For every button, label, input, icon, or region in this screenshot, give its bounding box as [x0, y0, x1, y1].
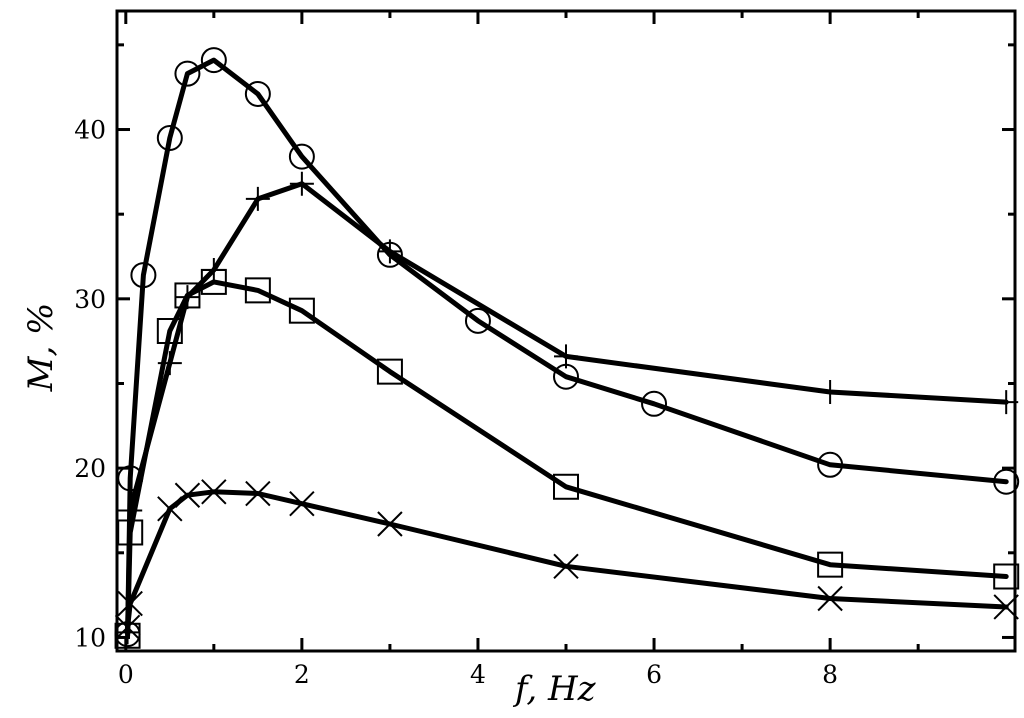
series-plus [115, 171, 1019, 645]
y-tick-label: 20 [74, 454, 106, 483]
data-point-plus [289, 171, 314, 196]
data-point-x [377, 511, 403, 537]
data-point-plus [377, 239, 402, 264]
data-point-circle [200, 47, 227, 74]
x-tick-label: 8 [822, 660, 838, 689]
x-tick-label: 2 [294, 660, 310, 689]
data-point-square [553, 473, 579, 500]
series-x [114, 479, 1019, 641]
series-line [125, 279, 1009, 639]
x-tick-label: 4 [470, 660, 486, 689]
data-point-circle [130, 262, 157, 289]
y-tick-label: 30 [74, 285, 106, 314]
data-point-circle [244, 80, 271, 107]
data-point-square [174, 282, 201, 309]
data-point-square [817, 551, 844, 578]
data-point-x [245, 480, 271, 507]
series-layer [114, 47, 1020, 649]
y-tick-label: 40 [74, 116, 106, 145]
data-point-circle [817, 451, 844, 478]
x-axis-label: f, Hz [512, 669, 597, 709]
data-point-circle [641, 390, 668, 417]
data-point-square [244, 277, 271, 304]
data-point-circle [464, 307, 491, 334]
data-point-x [201, 479, 227, 505]
data-point-circle [156, 124, 183, 151]
data-point-x [289, 490, 315, 517]
data-point-square [993, 563, 1020, 590]
axis-ticks: 0 2 4 6 8 10 20 30 40 [74, 11, 1015, 689]
data-point-plus [818, 379, 843, 404]
data-point-square [288, 297, 315, 324]
plot-frame [115, 9, 1017, 653]
data-point-x [157, 496, 183, 522]
series-line [125, 57, 1009, 637]
x-tick-label: 0 [118, 660, 134, 689]
data-point-x [174, 482, 201, 508]
data-point-square [376, 358, 403, 385]
data-point-circle [174, 60, 201, 87]
series-square [114, 268, 1020, 649]
data-point-x [817, 585, 843, 612]
data-point-plus [554, 344, 578, 369]
x-tick-label: 6 [646, 660, 662, 689]
data-point-x [553, 553, 579, 580]
data-point-square [200, 268, 227, 295]
series-line [125, 489, 1009, 630]
y-tick-label: 10 [74, 623, 106, 652]
data-point-x [114, 614, 141, 641]
data-point-circle [993, 468, 1020, 495]
data-point-plus [245, 186, 270, 211]
data-point-circle [288, 143, 315, 170]
data-point-x [117, 590, 143, 617]
data-point-square [156, 318, 183, 344]
data-point-plus [118, 498, 143, 523]
y-axis-label: M, % [21, 303, 61, 393]
